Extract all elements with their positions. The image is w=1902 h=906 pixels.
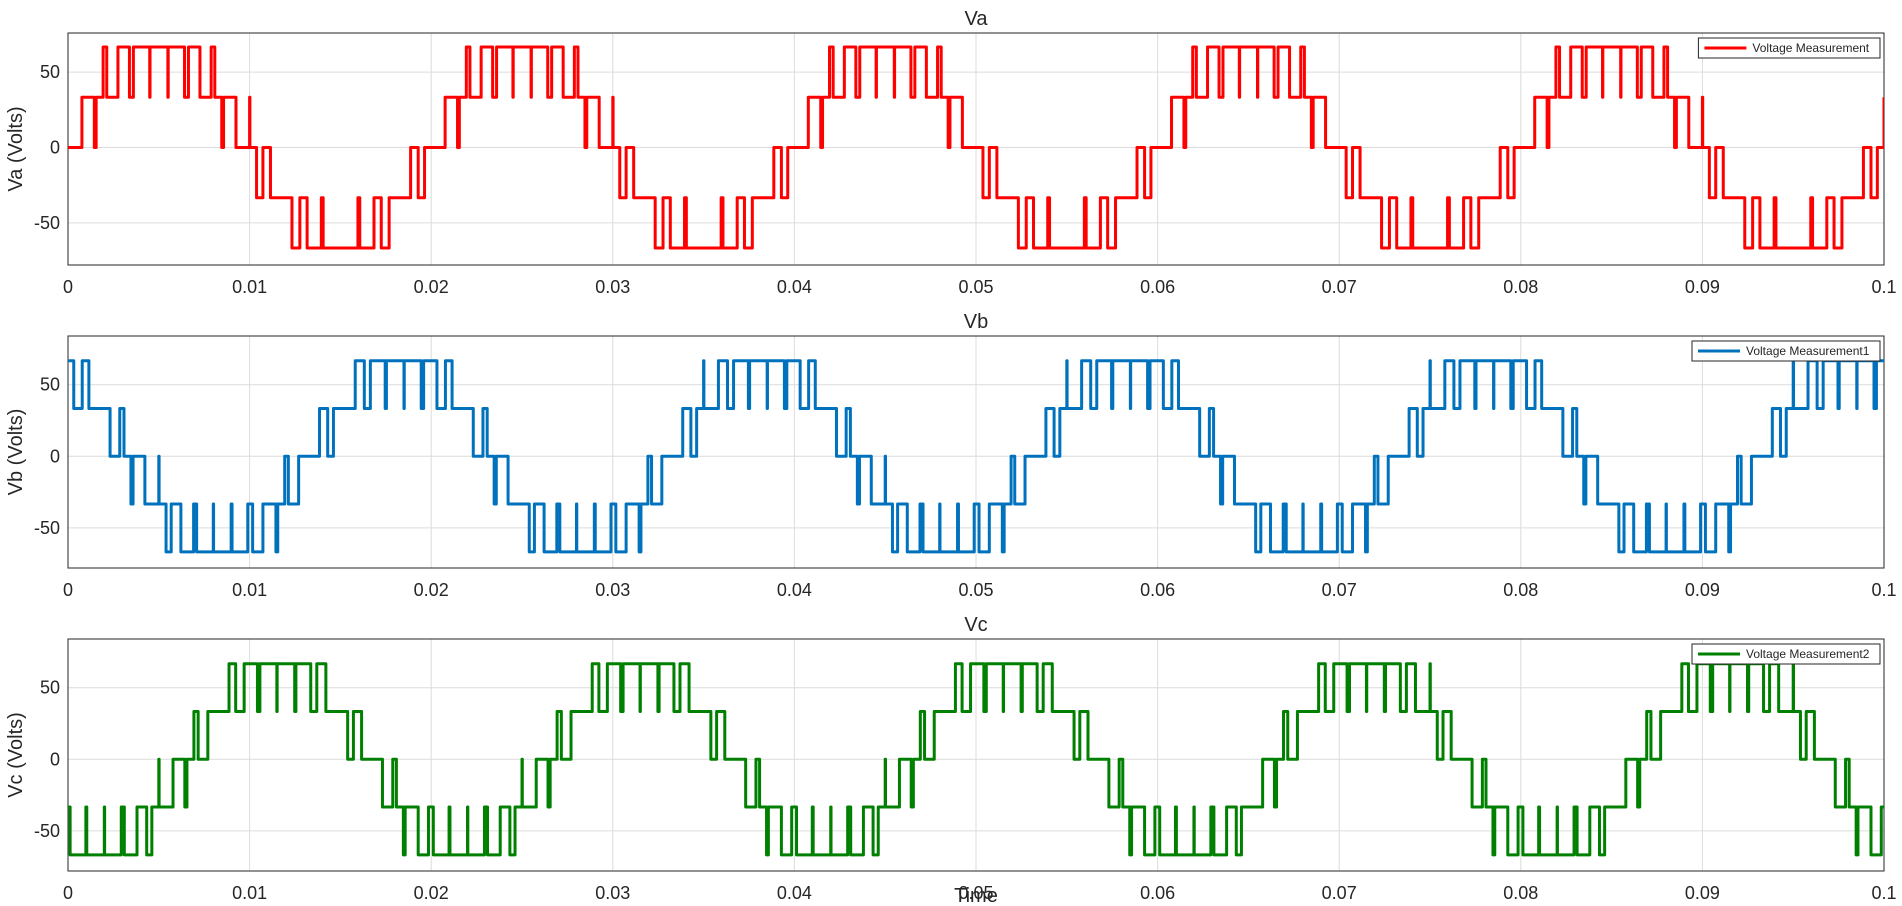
x-tick-label: 0.02 [414,883,449,903]
x-tick-label: 0.08 [1503,580,1538,600]
legend: Voltage Measurement2 [1691,643,1881,665]
x-tick-label: 0.09 [1685,580,1720,600]
x-tick-label: 0.07 [1322,277,1357,297]
x-axis-label: Time [954,885,998,906]
x-tick-label: 0.02 [414,580,449,600]
x-tick-label: 0 [63,883,73,903]
subplot-title: Va [965,8,989,30]
legend-label: Voltage Measurement1 [1746,344,1870,358]
subplot-va: 0 0.01 0.02 0.03 0.04 0.05 0.06 0.07 0.08 0.09 0.1… [5,8,1897,297]
series-line-1 [68,45,1884,250]
x-tick-label: 0.1 [1871,580,1896,600]
x-tick-label: 0.06 [1140,580,1175,600]
x-tick-label: 0.02 [414,277,449,297]
y-tick-label: -50 [34,213,60,233]
x-tick-label: 0.1 [1871,883,1896,903]
y-tick-label: 50 [40,375,60,395]
x-tick-label: 0 [63,580,73,600]
legend: Voltage Measurement1 [1691,340,1881,362]
plot-border [67,638,1885,872]
plot-border [67,32,1885,266]
x-tick-label: 0.1 [1871,277,1896,297]
subplot-title: Vb [964,311,988,333]
legend-label: Voltage Measurement [1752,41,1869,55]
legend-label: Voltage Measurement2 [1746,647,1870,661]
series-line-1 [68,662,1884,857]
y-axis-label: Vb (Volts) [5,409,27,496]
legend-box [1697,37,1881,59]
legend-box [1691,340,1881,362]
x-tick-label: 0.08 [1503,883,1538,903]
x-tick-label: 0.04 [777,883,812,903]
x-tick-label: 0.07 [1322,883,1357,903]
x-tick-label: 0.09 [1685,277,1720,297]
series-line-1 [68,359,1884,554]
x-tick-label: 0.04 [777,277,812,297]
x-tick-label: 0.06 [1140,883,1175,903]
x-tick-label: 0.03 [595,277,630,297]
subplot-vc: 0 0.01 0.02 0.03 0.04 0.05 0.06 0.07 0.08 0.09 0.1… [5,614,1897,906]
x-tick-label: 0.01 [232,580,267,600]
x-tick-label: 0.03 [595,883,630,903]
y-tick-label: 0 [50,446,60,466]
x-tick-label: 0.01 [232,883,267,903]
legend: Voltage Measurement [1697,37,1881,59]
plot-border [67,335,1885,569]
y-tick-label: 0 [50,749,60,769]
y-tick-label: 0 [50,137,60,157]
legend-box [1691,643,1881,665]
x-tick-label: 0.05 [958,883,993,903]
x-tick-label: 0.03 [595,580,630,600]
y-axis-label: Vc (Volts) [5,712,27,798]
x-tick-label: 0 [63,277,73,297]
y-tick-label: -50 [34,821,60,841]
x-tick-label: 0.06 [1140,277,1175,297]
y-tick-label: 50 [40,678,60,698]
x-tick-label: 0.09 [1685,883,1720,903]
y-axis-label: Va (Volts) [5,106,27,191]
x-tick-label: 0.07 [1322,580,1357,600]
x-tick-label: 0.04 [777,580,812,600]
x-tick-label: 0.01 [232,277,267,297]
y-tick-label: -50 [34,518,60,538]
y-tick-label: 50 [40,62,60,82]
x-tick-label: 0.08 [1503,277,1538,297]
subplot-title: Vc [964,614,987,636]
subplot-vb: 0 0.01 0.02 0.03 0.04 0.05 0.06 0.07 0.08 0.09 0.1… [5,311,1897,600]
x-tick-label: 0.05 [958,580,993,600]
x-tick-label: 0.05 [958,277,993,297]
